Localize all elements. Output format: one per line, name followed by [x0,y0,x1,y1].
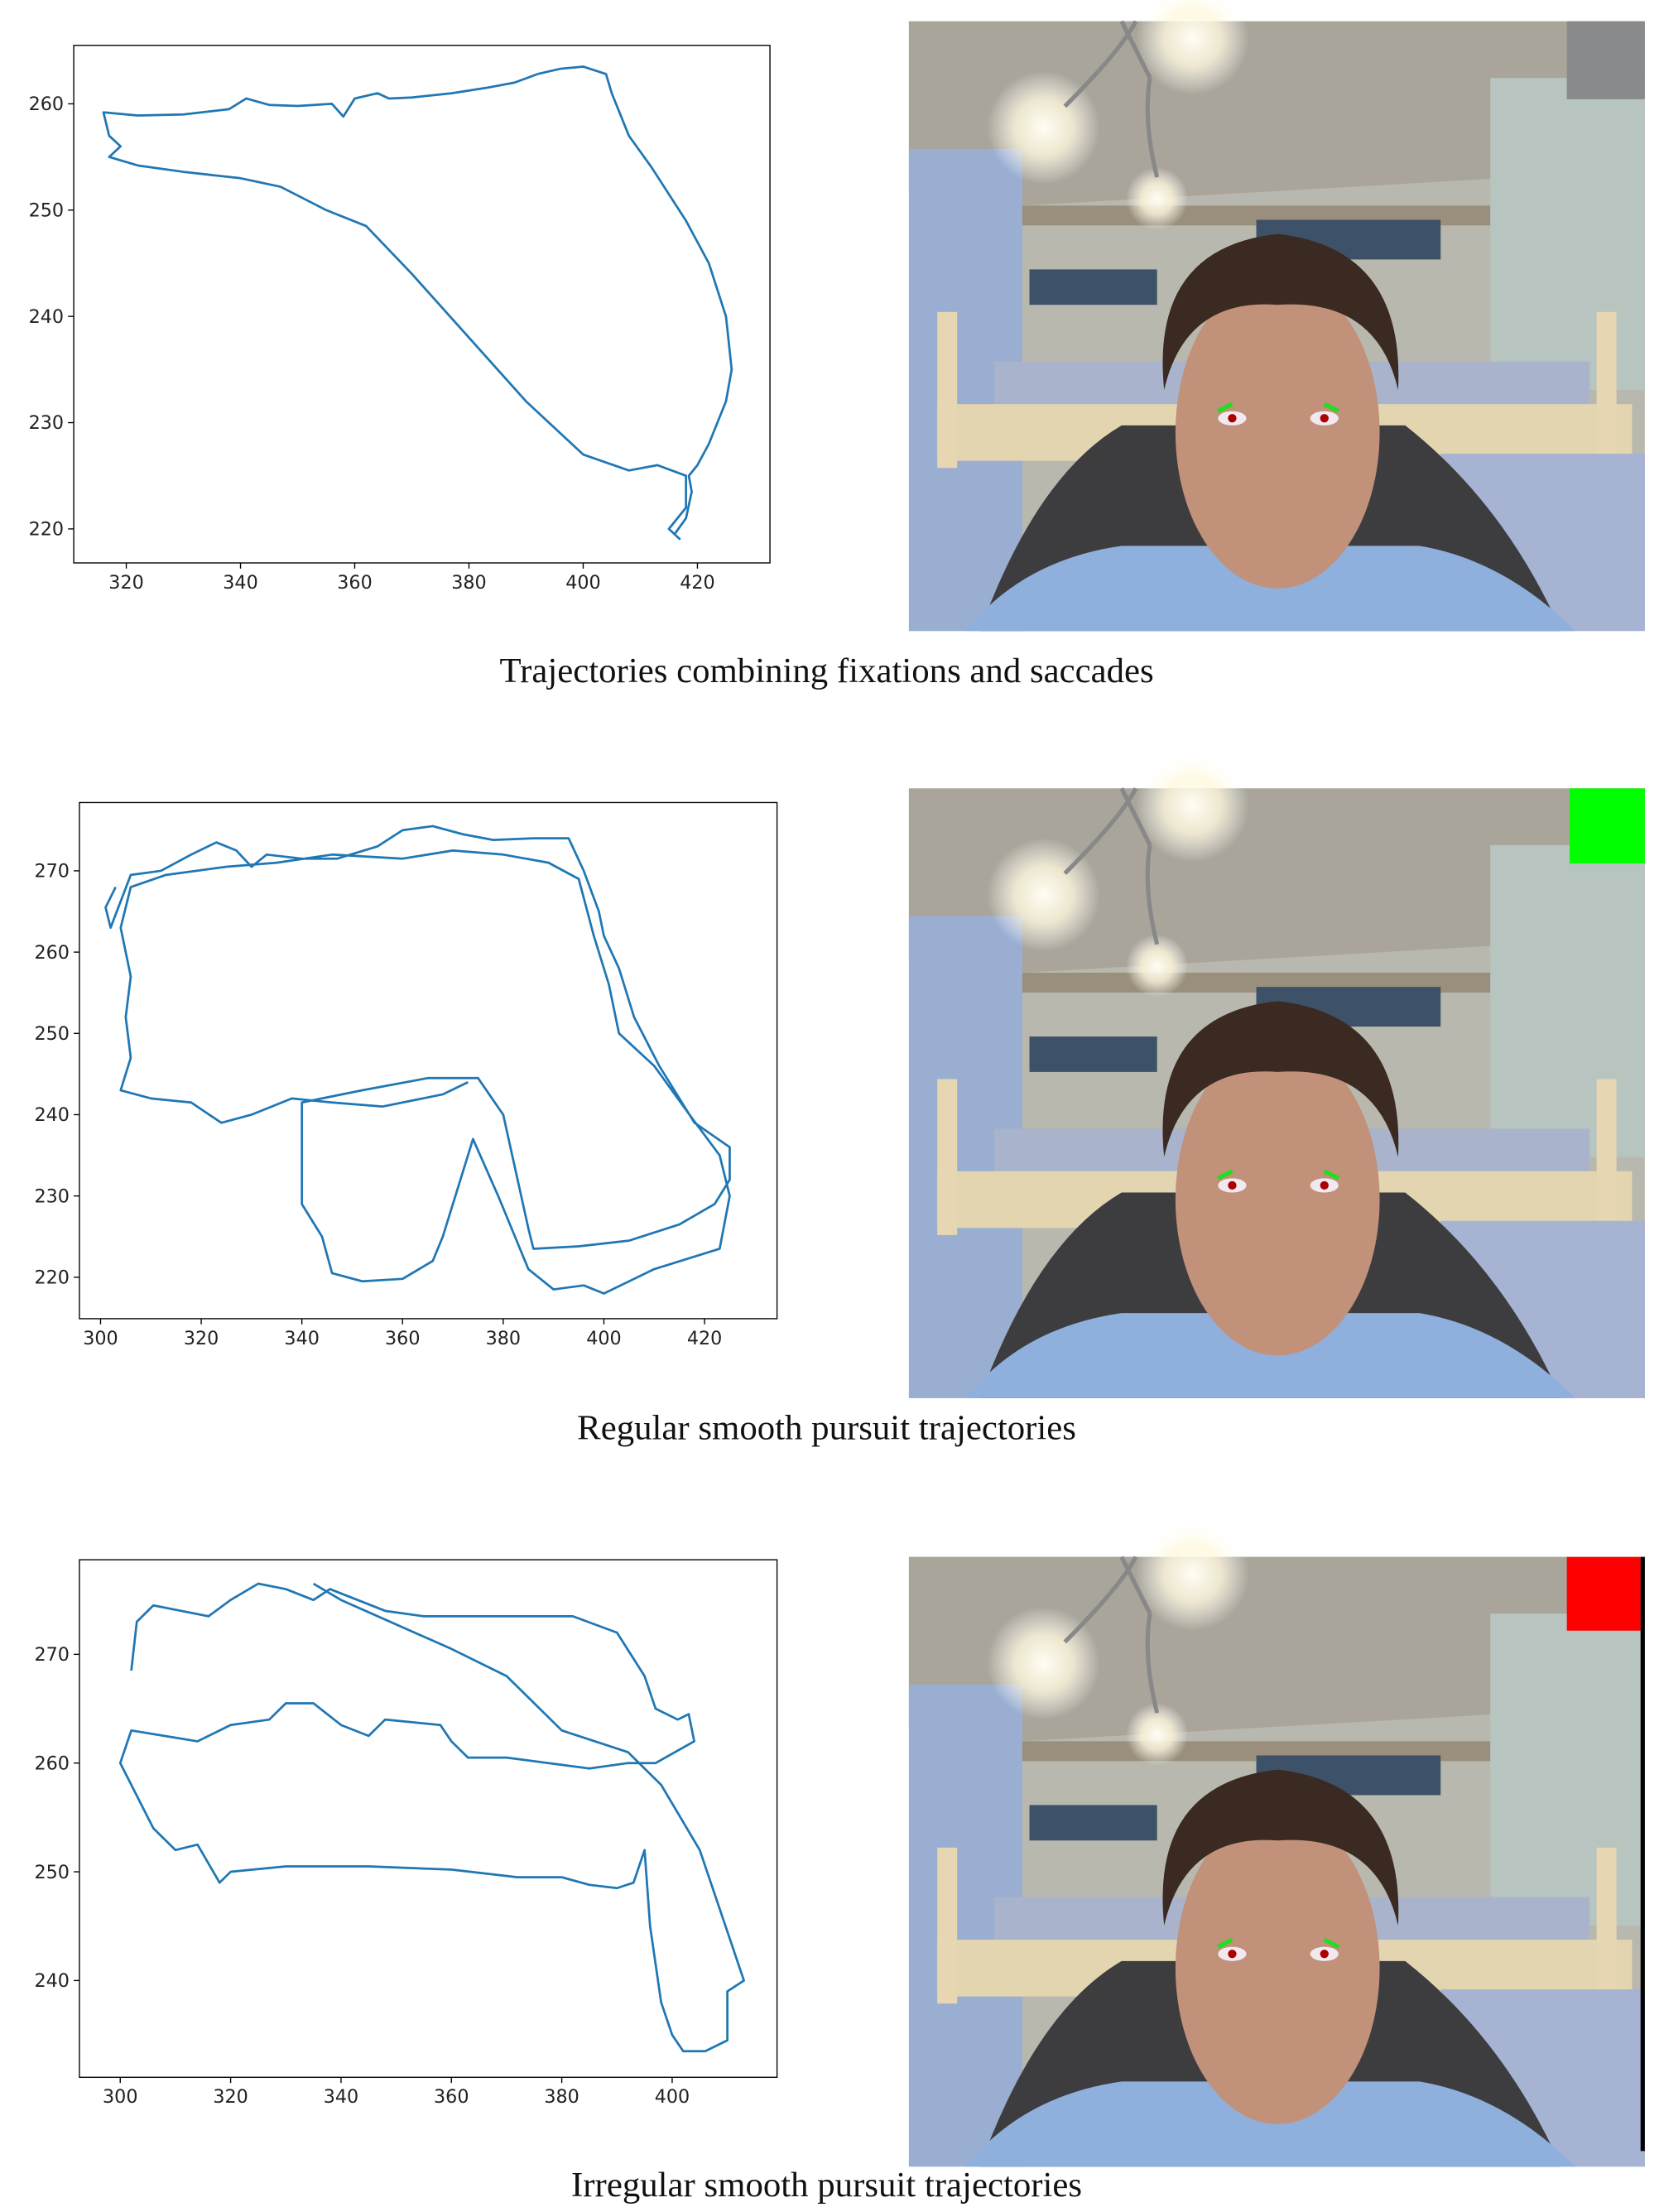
y-tick-label: 260 [34,1753,69,1774]
photo [909,0,1645,631]
x-tick-label: 420 [687,1328,722,1349]
caption: Regular smooth pursuit trajectories [577,1409,1076,1448]
x-tick-label: 400 [586,1328,621,1349]
status-indicator [1570,788,1645,864]
y-tick-label: 260 [34,942,69,964]
status-indicator [1566,21,1645,99]
y-tick-label: 240 [34,1104,69,1126]
y-tick-label: 230 [34,1185,69,1207]
x-tick-label: 300 [83,1328,118,1349]
y-tick-label: 230 [29,412,64,434]
caption: Trajectories combining fixations and sac… [499,652,1153,690]
y-tick-label: 220 [29,519,64,541]
plot-frame [73,45,771,564]
y-tick-label: 220 [34,1267,69,1289]
caption: Irregular smooth pursuit trajectories [571,2166,1082,2205]
y-tick-label: 240 [34,1970,69,1992]
trajectory-line [104,825,731,1295]
x-tick-label: 360 [434,2086,469,2108]
x-tick-label: 380 [544,2086,579,2108]
y-tick-label: 250 [29,200,64,221]
x-tick-label: 320 [213,2086,248,2108]
x-tick-label: 320 [184,1328,219,1349]
photo [909,748,1645,1397]
x-tick-label: 400 [565,572,600,594]
trajectory-line [102,65,733,541]
x-tick-label: 340 [223,572,257,594]
y-tick-label: 250 [34,1023,69,1045]
x-tick-label: 380 [486,1328,521,1349]
y-tick-label: 270 [34,861,69,882]
x-tick-label: 300 [103,2086,137,2108]
trajectory-line [118,1582,746,2053]
x-tick-label: 360 [385,1328,420,1349]
plot-frame [79,1559,778,2078]
status-indicator [1566,1556,1641,1631]
photo-border [1640,1556,1645,2152]
y-tick-label: 270 [34,1644,69,1666]
y-tick-label: 250 [34,1862,69,1883]
x-tick-label: 400 [655,2086,690,2108]
y-tick-label: 240 [29,306,64,328]
x-tick-label: 320 [108,572,143,594]
x-tick-label: 360 [337,572,372,594]
x-tick-label: 340 [324,2086,358,2108]
x-tick-label: 380 [451,572,486,594]
y-tick-label: 260 [29,94,64,115]
x-tick-label: 340 [284,1328,319,1349]
plot-frame [79,801,778,1320]
x-tick-label: 420 [680,572,714,594]
photo [909,1517,1645,2166]
